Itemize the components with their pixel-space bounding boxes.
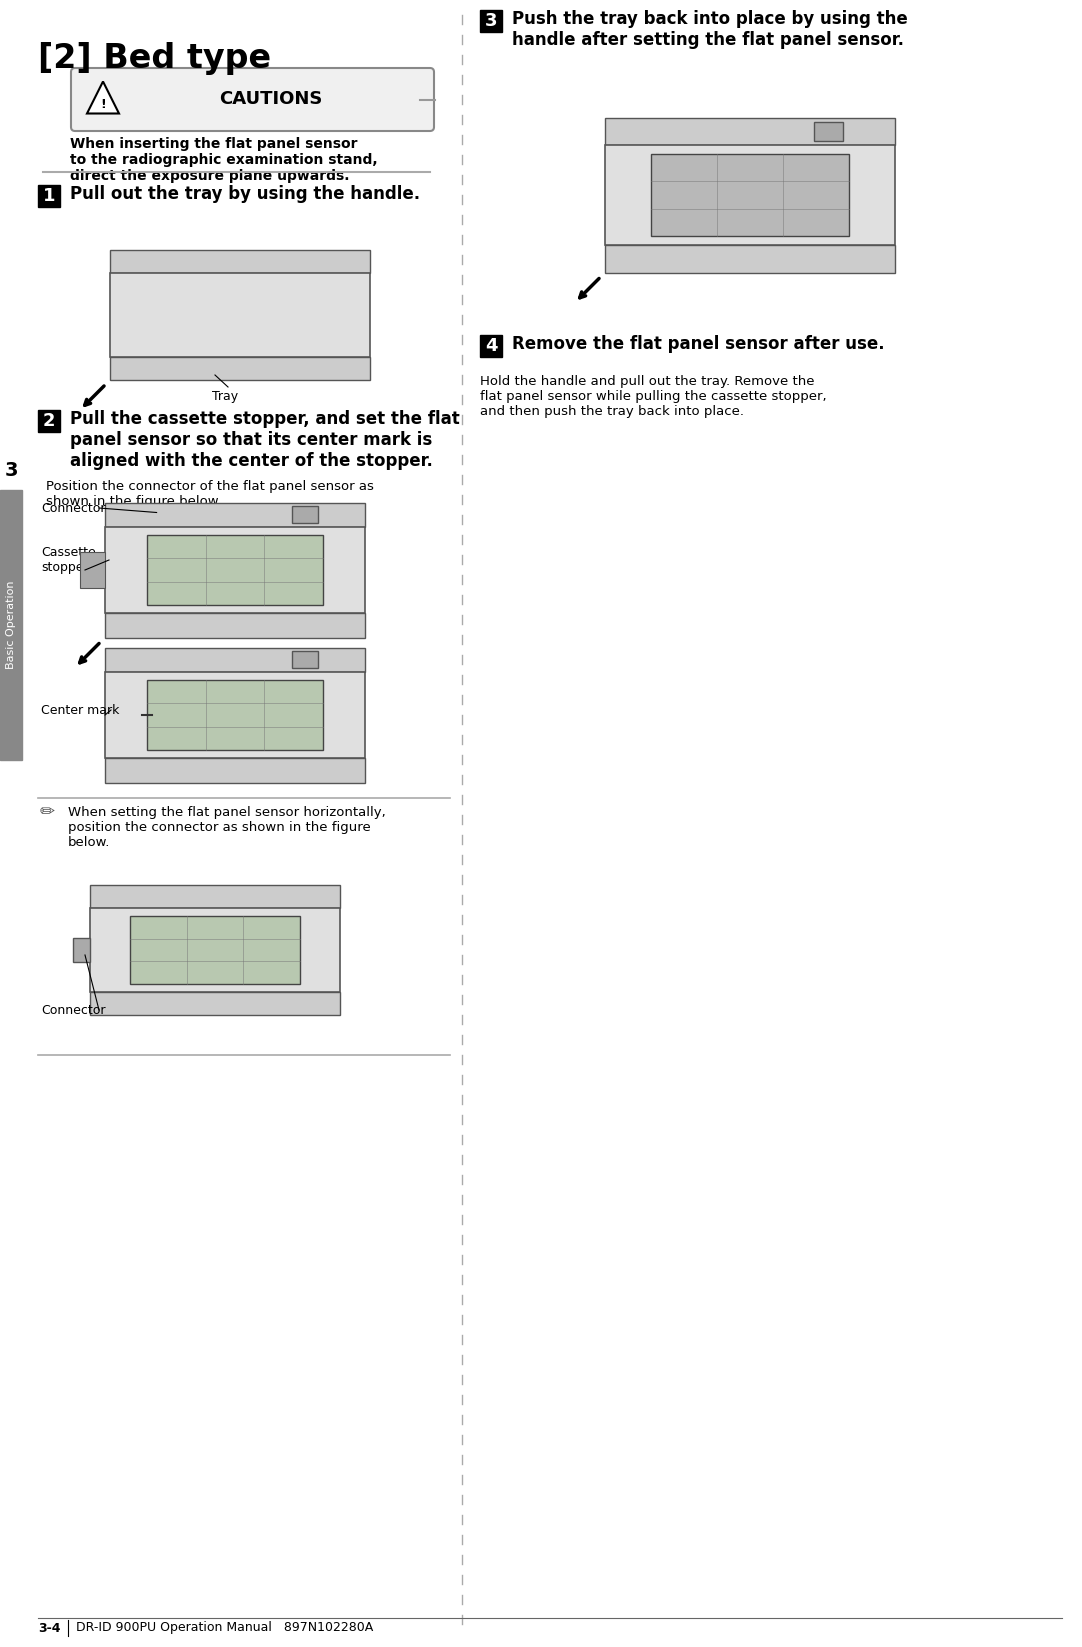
Polygon shape	[110, 250, 370, 273]
Polygon shape	[605, 145, 895, 245]
Polygon shape	[105, 527, 365, 613]
Text: Remove the flat panel sensor after use.: Remove the flat panel sensor after use.	[512, 334, 885, 352]
Text: Position the connector of the flat panel sensor as
shown in the figure below.: Position the connector of the flat panel…	[47, 479, 374, 507]
Text: ✏: ✏	[40, 804, 55, 820]
Text: 1: 1	[43, 188, 55, 204]
Polygon shape	[105, 672, 365, 758]
Text: !: !	[101, 99, 106, 110]
Text: Pull out the tray by using the handle.: Pull out the tray by using the handle.	[70, 184, 420, 203]
Polygon shape	[80, 552, 105, 588]
Polygon shape	[605, 245, 895, 272]
Text: Cassette
stopper: Cassette stopper	[41, 547, 95, 575]
Text: 2: 2	[43, 412, 55, 430]
Text: 3: 3	[4, 461, 17, 479]
Text: CAUTIONS: CAUTIONS	[219, 91, 322, 109]
Text: [2] Bed type: [2] Bed type	[38, 43, 272, 76]
Polygon shape	[90, 909, 340, 991]
Text: 4: 4	[485, 338, 498, 356]
Polygon shape	[90, 884, 340, 909]
Text: Connector: Connector	[41, 501, 106, 514]
Polygon shape	[105, 613, 365, 637]
Polygon shape	[130, 916, 300, 985]
Text: Push the tray back into place by using the
handle after setting the flat panel s: Push the tray back into place by using t…	[512, 10, 908, 49]
Text: Tray: Tray	[212, 390, 238, 404]
Text: Pull the cassette stopper, and set the flat
panel sensor so that its center mark: Pull the cassette stopper, and set the f…	[70, 410, 460, 469]
Polygon shape	[105, 758, 365, 782]
Bar	[38, 184, 60, 208]
Bar	[480, 334, 502, 357]
Text: 3-4: 3-4	[38, 1622, 61, 1634]
Polygon shape	[651, 155, 848, 236]
Bar	[480, 10, 502, 31]
Polygon shape	[105, 502, 365, 527]
Polygon shape	[605, 117, 895, 145]
Text: Center mark: Center mark	[41, 703, 119, 716]
Polygon shape	[292, 506, 318, 524]
Polygon shape	[90, 991, 340, 1015]
Polygon shape	[72, 939, 90, 962]
Polygon shape	[110, 357, 370, 380]
Bar	[0, 491, 22, 759]
Text: When inserting the flat panel sensor
to the radiographic examination stand,
dire: When inserting the flat panel sensor to …	[70, 137, 378, 183]
Polygon shape	[146, 535, 324, 606]
Polygon shape	[87, 81, 119, 114]
Polygon shape	[292, 651, 318, 669]
FancyBboxPatch shape	[71, 68, 434, 132]
Polygon shape	[110, 273, 370, 357]
Text: DR-ID 900PU Operation Manual   897N102280A: DR-ID 900PU Operation Manual 897N102280A	[76, 1622, 373, 1634]
Text: When setting the flat panel sensor horizontally,
position the connector as shown: When setting the flat panel sensor horiz…	[68, 805, 386, 848]
Polygon shape	[146, 680, 324, 751]
Text: Basic Operation: Basic Operation	[6, 581, 16, 669]
Text: Hold the handle and pull out the tray. Remove the
flat panel sensor while pullin: Hold the handle and pull out the tray. R…	[480, 376, 827, 418]
Polygon shape	[814, 122, 843, 142]
Polygon shape	[105, 647, 365, 672]
Text: 3: 3	[485, 12, 498, 30]
Bar	[38, 410, 60, 432]
Text: Connector: Connector	[41, 1003, 106, 1016]
